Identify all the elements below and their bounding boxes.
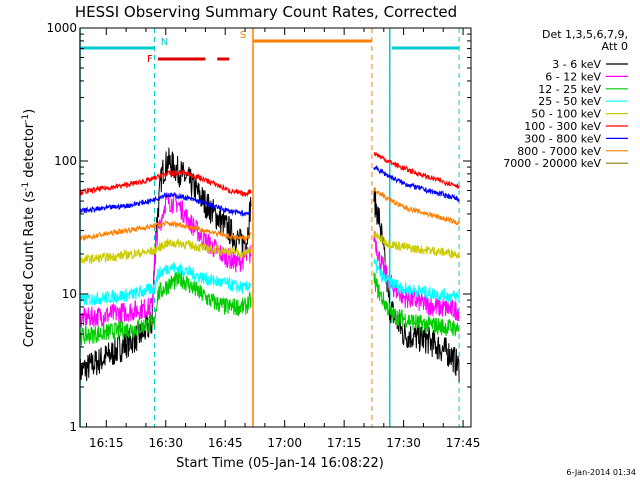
x-axis: 16:15 16:30 16:45 17:00 17:15 17:30 17:45 xyxy=(85,28,481,450)
plot-area: NF S xyxy=(79,28,460,427)
y-tick-label-0: 1 xyxy=(69,420,77,434)
legend-entry-label-3: 25 - 50 keV xyxy=(538,95,601,108)
plot-frame xyxy=(79,27,472,428)
series-800-7000-kev-line-b xyxy=(373,186,460,226)
legend-header-line2: Att 0 xyxy=(602,40,628,53)
y-axis: 1 10 100 1000 xyxy=(46,21,471,434)
series-300-800-kev-line-b xyxy=(373,165,460,203)
series-800-7000-kev-line-a xyxy=(79,219,252,243)
series-12-25-kev-line-b xyxy=(373,272,460,337)
x-tick-label-1: 16:30 xyxy=(148,436,183,450)
legend-entry-label-6: 300 - 800 keV xyxy=(524,132,601,145)
x-tick-label-5: 17:30 xyxy=(386,436,421,450)
flag-n-label: N xyxy=(161,37,168,48)
series-100-300-kev-line-a xyxy=(79,169,252,198)
y-axis-label-sup2: -1 xyxy=(21,114,31,123)
flag-f-label: F xyxy=(147,54,153,65)
x-tick-label-0: 16:15 xyxy=(89,436,124,450)
series-6-12-kev-line-b xyxy=(373,231,460,322)
legend-header-line1: Det 1,3,5,6,7,9, xyxy=(542,28,628,41)
series-12-25-kev-line-a xyxy=(79,270,252,346)
x-tick-label-6: 17:45 xyxy=(446,436,481,450)
series-50-100-kev-line-a xyxy=(79,238,252,264)
x-tick-label-4: 17:15 xyxy=(327,436,362,450)
y-tick-label-3: 1000 xyxy=(46,21,77,35)
legend-entry-label-7: 800 - 7000 keV xyxy=(517,145,601,158)
legend-entry-label-5: 100 - 300 keV xyxy=(524,120,601,133)
series-50-100-kev-line-b xyxy=(373,230,460,260)
legend-entry-label-1: 6 - 12 keV xyxy=(545,70,601,83)
y-axis-label-sup1: -1 xyxy=(21,182,31,191)
series-25-50-kev-line-a xyxy=(79,262,252,307)
x-axis-label: Start Time (05-Jan-14 16:08:22) xyxy=(176,456,384,471)
legend-entry-label-2: 12 - 25 keV xyxy=(538,83,601,96)
series-3-6-kev-line-a xyxy=(79,147,252,387)
legend-entry-label-4: 50 - 100 keV xyxy=(531,108,601,121)
chart-title: HESSI Observing Summary Count Rates, Cor… xyxy=(75,3,457,21)
footer-date: 6-Jan-2014 01:34 xyxy=(566,468,636,477)
x-tick-label-3: 17:00 xyxy=(267,436,302,450)
x-tick-label-2: 16:45 xyxy=(208,436,243,450)
series-100-300-kev-line-b xyxy=(373,151,460,190)
series-25-50-kev-line-b xyxy=(373,258,460,304)
y-axis-label-mid: detector xyxy=(22,122,37,182)
y-tick-label-2: 100 xyxy=(54,154,77,168)
y-axis-label-main: Corrected Count Rate (s xyxy=(22,191,37,348)
legend-entry-label-0: 3 - 6 keV xyxy=(552,58,601,71)
y-tick-label-1: 10 xyxy=(62,287,77,301)
y-axis-label: Corrected Count Rate (s-1 detector-1) xyxy=(21,109,37,347)
series-300-800-kev-line-a xyxy=(79,191,252,218)
flag-s-label: S xyxy=(240,30,246,41)
legend-entry-label-8: 7000 - 20000 keV xyxy=(503,157,601,170)
y-axis-label-end: ) xyxy=(22,109,37,114)
